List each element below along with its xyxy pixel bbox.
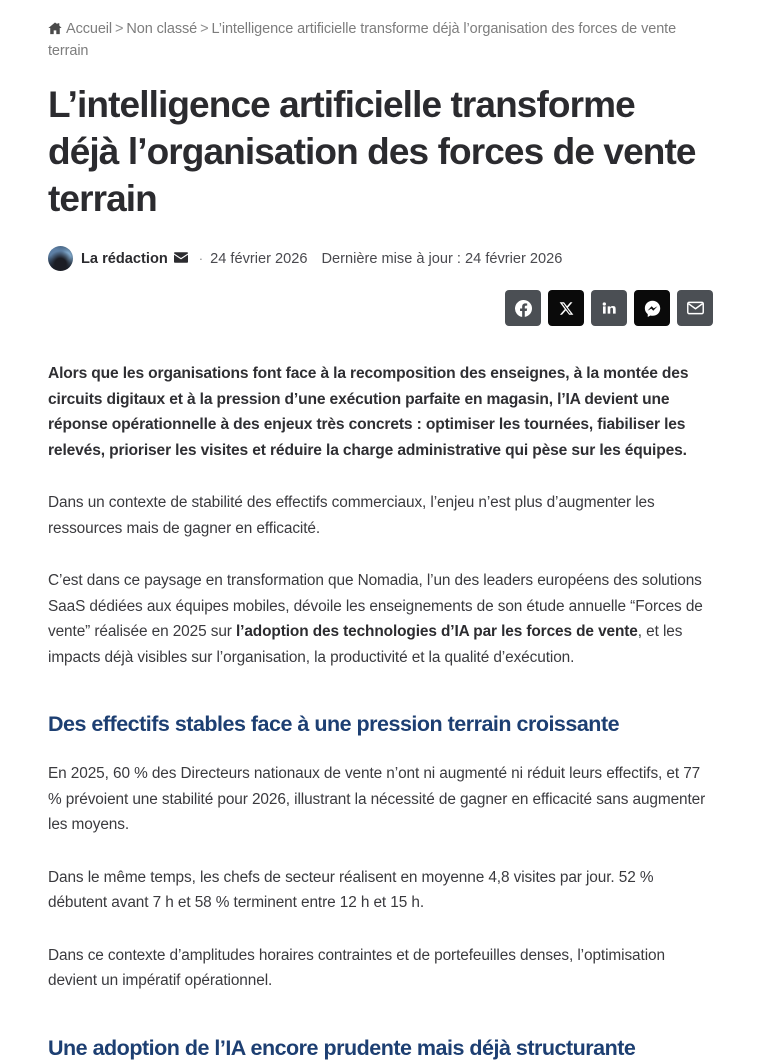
breadcrumb-current: L’intelligence artificielle transforme d… [48,21,677,59]
share-facebook-button[interactable] [505,290,541,326]
share-messenger-button[interactable] [634,290,670,326]
page-title: L’intelligence artificielle transforme d… [48,84,696,219]
share-x-button[interactable] [548,290,584,326]
breadcrumb-link-category[interactable]: Non classé [126,21,198,37]
meta-separator: · [198,250,204,266]
paragraph-2: C’est dans ce paysage en transformation … [48,568,713,670]
article-meta: La rédaction · 24 février 2026 Dernière … [48,246,713,271]
breadcrumb-link-accueil[interactable]: Accueil [66,21,113,37]
lead-paragraph: Alors que les organisations font face à … [48,365,689,459]
breadcrumb-separator-1: > [115,21,124,37]
paragraph-2-part-1: C’est dans ce paysage en transformation … [48,572,703,640]
paragraph-2-bold: l’adoption des technologies d’IA par les… [236,623,638,640]
paragraph-2-part-2: , et les impacts déjà visibles sur l’org… [48,623,683,666]
section-heading-1: Des effectifs stables face à une pressio… [48,712,620,736]
updated-date: Dernière mise à jour : 24 février 2026 [321,250,563,267]
home-icon [48,19,62,41]
section-1-paragraph-1: En 2025, 60 % des Directeurs nationaux d… [48,765,706,833]
facebook-icon [514,299,532,317]
linkedin-icon [601,300,617,316]
envelope-icon[interactable] [173,249,188,269]
breadcrumb-separator-2: > [200,21,209,37]
paragraph-1: Dans un contexte de stabilité des effect… [48,494,655,537]
x-icon [559,301,574,316]
share-buttons [48,290,713,326]
section-1-paragraph-3: Dans ce contexte d’amplitudes horaires c… [48,946,665,990]
avatar [48,246,73,271]
published-date: 24 février 2026 [210,250,308,267]
email-icon [686,301,704,315]
section-1-paragraph-2: Dans le même temps, les chefs de secteur… [48,868,654,912]
breadcrumb: Accueil > Non classé > L’intelligence artifi… [48,0,713,62]
author-name[interactable]: La rédaction [81,250,168,267]
messenger-icon [644,300,661,317]
share-email-button[interactable] [677,290,713,326]
section-heading-2: Une adoption de l’IA encore prudente mai… [48,1035,636,1060]
share-linkedin-button[interactable] [591,290,627,326]
